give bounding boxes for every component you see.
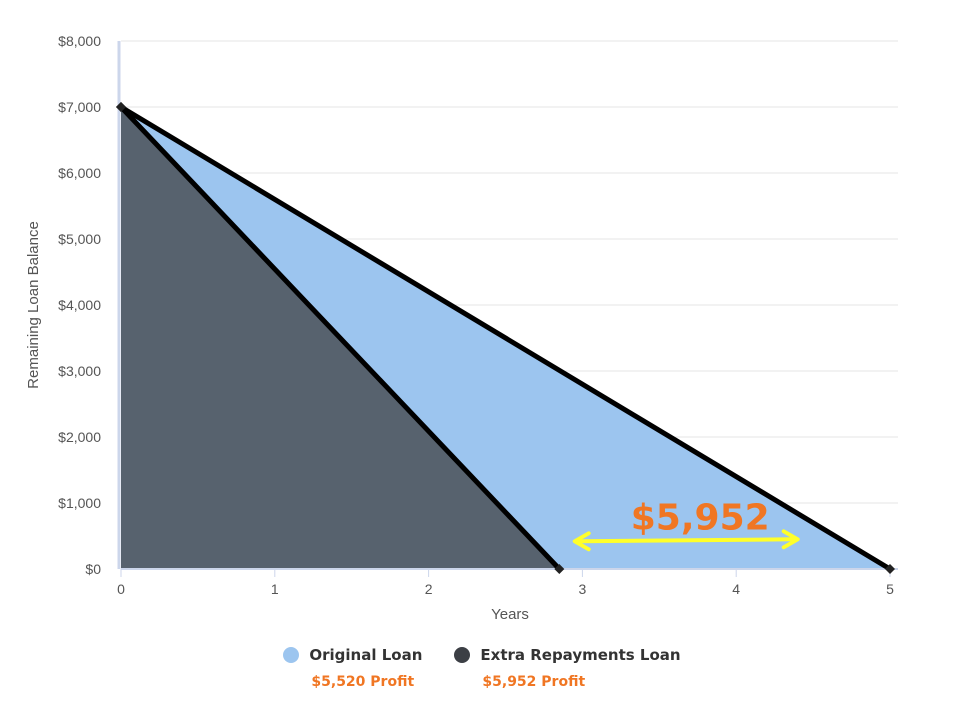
x-axis-title: Years xyxy=(491,606,529,623)
y-tick-label-1: $1,000 xyxy=(58,495,101,511)
y-tick-label-4: $4,000 xyxy=(58,297,101,313)
x-tick-label-3: 3 xyxy=(579,581,587,597)
original-loan-profit: $5,520 Profit xyxy=(311,674,415,690)
axes xyxy=(117,41,898,577)
point-series-0-0 xyxy=(116,102,126,112)
y-tick-label-8: $8,000 xyxy=(58,33,101,49)
series-lines xyxy=(116,102,895,574)
point-series-0-1 xyxy=(885,564,895,574)
original-loan-dot-icon xyxy=(283,647,300,663)
legend-label-extra-repayments-loan: Extra Repayments Loan xyxy=(480,646,681,664)
y-tick-label-0: $0 xyxy=(85,561,101,577)
legend: Original Loan $5,520 Profit Extra Repaym… xyxy=(0,646,964,690)
y-tick-labels: $0 $1,000 $2,000 $3,000 $4,000 $5,000 $6,000 $7… xyxy=(58,33,101,577)
arrow-head-left-icon xyxy=(572,531,591,552)
y-tick-label-6: $6,000 xyxy=(58,165,101,181)
x-tick-label-2: 2 xyxy=(425,581,433,597)
y-tick-label-2: $2,000 xyxy=(58,429,101,445)
arrow-head-right-icon xyxy=(781,529,800,550)
double-arrow-shaft xyxy=(578,537,794,544)
y-tick-label-5: $5,000 xyxy=(58,231,101,247)
x-tick-label-1: 1 xyxy=(271,581,279,597)
line-series-0 xyxy=(118,104,893,572)
legend-item-original-loan[interactable]: Original Loan $5,520 Profit xyxy=(283,646,422,690)
profit-difference-annotation: $5,952 xyxy=(572,497,800,552)
y-tick-label-7: $7,000 xyxy=(58,99,101,115)
legend-item-extra-repayments-loan[interactable]: Extra Repayments Loan $5,952 Profit xyxy=(454,646,681,690)
y-tick-label-3: $3,000 xyxy=(58,363,101,379)
extra-repayments-dot-icon xyxy=(454,647,471,663)
legend-label-original-loan: Original Loan xyxy=(309,646,423,664)
extra-repayments-profit: $5,952 Profit xyxy=(482,674,586,690)
x-tick-labels: 0 1 2 3 4 5 xyxy=(117,581,894,597)
x-tick-label-4: 4 xyxy=(732,581,740,597)
line-series-1 xyxy=(118,104,562,572)
y-axis-title: Remaining Loan Balance xyxy=(25,221,42,389)
annotation-value: $5,952 xyxy=(631,497,770,538)
x-tick-label-0: 0 xyxy=(117,581,125,597)
point-series-1-1 xyxy=(554,564,565,574)
x-tick-label-5: 5 xyxy=(886,581,894,597)
